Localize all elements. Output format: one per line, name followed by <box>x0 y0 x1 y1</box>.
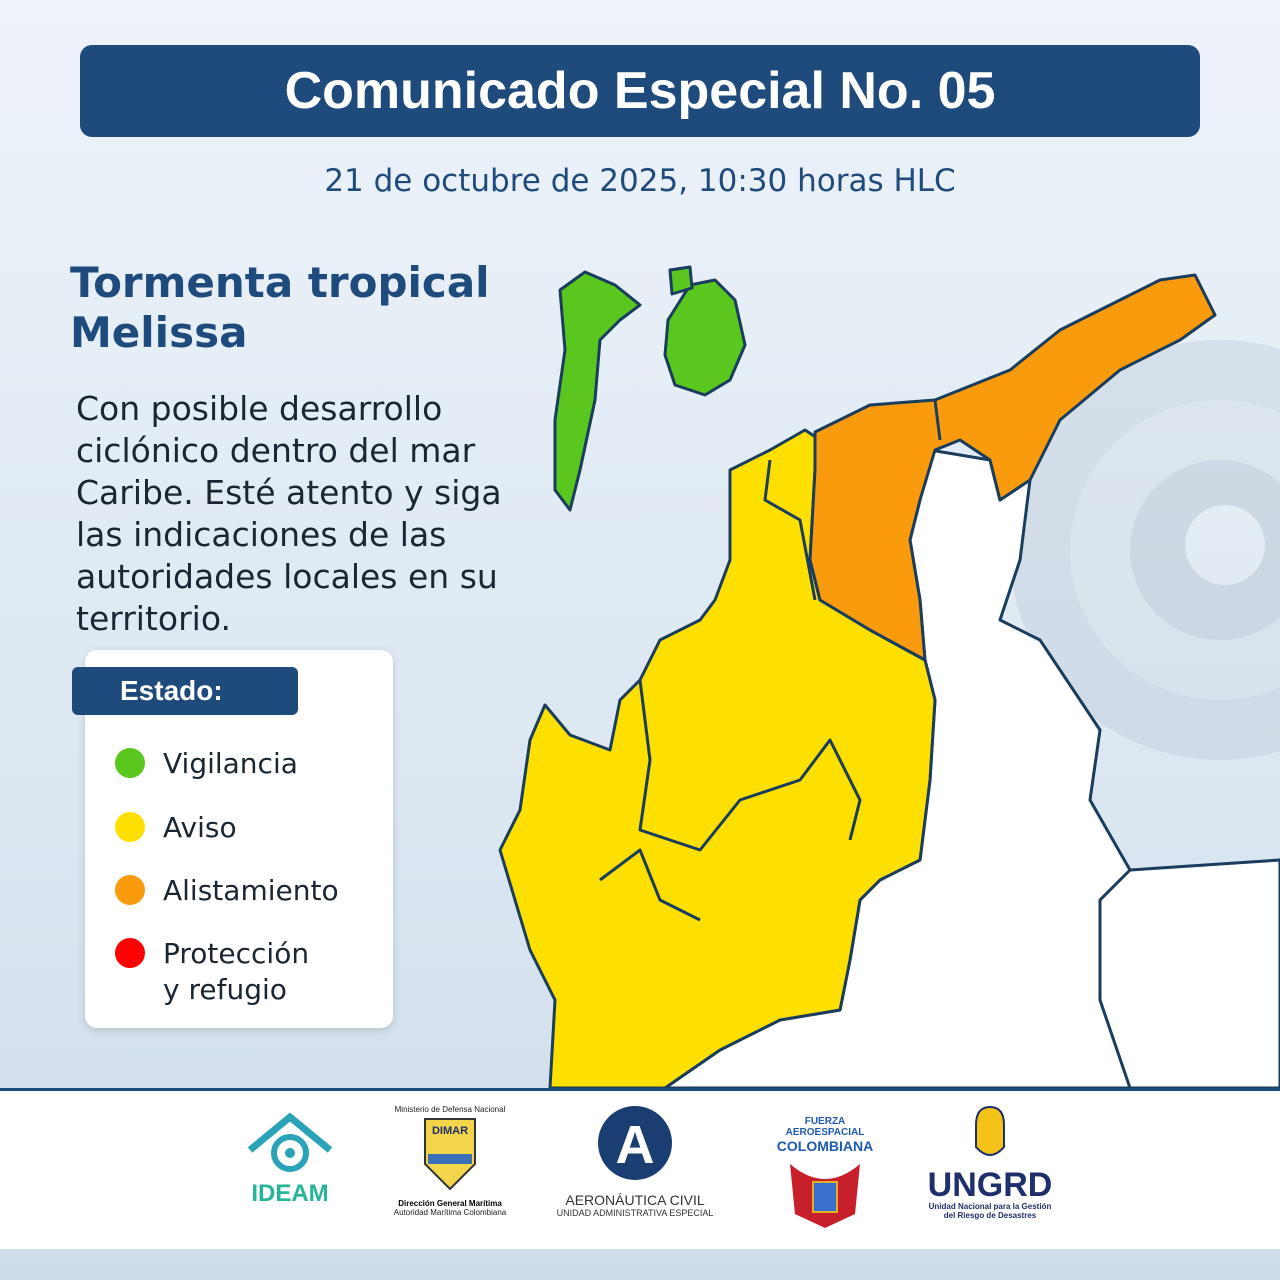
logo-text: IDEAM <box>251 1180 329 1207</box>
storm-name: Tormenta tropical Melissa <box>70 258 490 358</box>
legend-label: Protección y refugio <box>163 936 309 1008</box>
logo-ungrd: UNGRD Unidad Nacional para la Gestión de… <box>925 1105 1055 1220</box>
page-title: Comunicado Especial No. 05 <box>80 45 1200 137</box>
logo-fac: FUERZA AEROESPACIAL COLOMBIANA <box>765 1116 885 1234</box>
legend-label: Vigilancia <box>163 747 298 780</box>
logo-text: Unidad Nacional para la Gestión <box>928 1202 1052 1211</box>
ungrd-hand-icon <box>975 1105 1005 1156</box>
logo-text: UNGRD <box>927 1166 1053 1204</box>
island-providencia <box>663 278 747 397</box>
legend-label-line1: Protección <box>163 937 310 970</box>
cyclone-swirl-icon <box>1010 340 1280 760</box>
svg-text:A: A <box>616 1115 655 1175</box>
logo-dimar: Ministerio de Defensa Nacional DIMAR Dir… <box>390 1105 510 1217</box>
logo-text: Autoridad Marítima Colombiana <box>393 1208 507 1217</box>
fac-eagle-emblem-icon <box>790 1164 860 1228</box>
island-small <box>668 265 694 296</box>
logo-text: del Riesgo de Desastres <box>943 1211 1037 1220</box>
logo-text: Ministerio de Defensa Nacional <box>394 1105 506 1114</box>
red-dot-icon <box>115 938 145 968</box>
legend-item-proteccion: Protección y refugio <box>115 936 309 1008</box>
logo-aerocivil: A AERONÁUTICA CIVIL UNIDAD ADMINISTRATIV… <box>555 1105 715 1218</box>
issue-date: 21 de octubre de 2025, 10:30 horas HLC <box>324 163 956 199</box>
legend-item-aviso: Aviso <box>115 810 237 846</box>
logo-ideam: IDEAM <box>240 1105 340 1208</box>
logo-text: FUERZA AEROESPACIAL <box>785 1116 865 1138</box>
island-san-andres <box>553 270 642 512</box>
logo-text: UNIDAD ADMINISTRATIVA ESPECIAL <box>556 1208 714 1218</box>
ideam-swirl-icon <box>247 1112 333 1172</box>
legend-label-line2: y refugio <box>163 973 287 1006</box>
legend-label: Alistamiento <box>163 874 339 907</box>
yellow-dot-icon <box>115 812 145 842</box>
aerocivil-a-icon: A <box>598 1106 672 1180</box>
storm-name-line2: Melissa <box>70 308 248 357</box>
legend-title: Estado: <box>72 667 298 715</box>
legend-label: Aviso <box>163 811 237 844</box>
green-dot-icon <box>115 748 145 778</box>
legend-item-alistamiento: Alistamiento <box>115 873 339 909</box>
region-alistamiento <box>808 273 1217 662</box>
storm-name-line1: Tormenta tropical <box>70 258 490 307</box>
legend-item-vigilancia: Vigilancia <box>115 746 298 782</box>
logo-text: Dirección General Marítima <box>398 1199 502 1208</box>
orange-dot-icon <box>115 875 145 905</box>
dimar-shield-icon: DIMAR <box>424 1118 476 1191</box>
description: Con posible desarrollo ciclónico dentro … <box>76 389 502 638</box>
logo-text: AERONÁUTICA CIVIL <box>565 1192 705 1208</box>
logo-text: COLOMBIANA <box>776 1138 874 1154</box>
logo-text: DIMAR <box>432 1125 468 1137</box>
